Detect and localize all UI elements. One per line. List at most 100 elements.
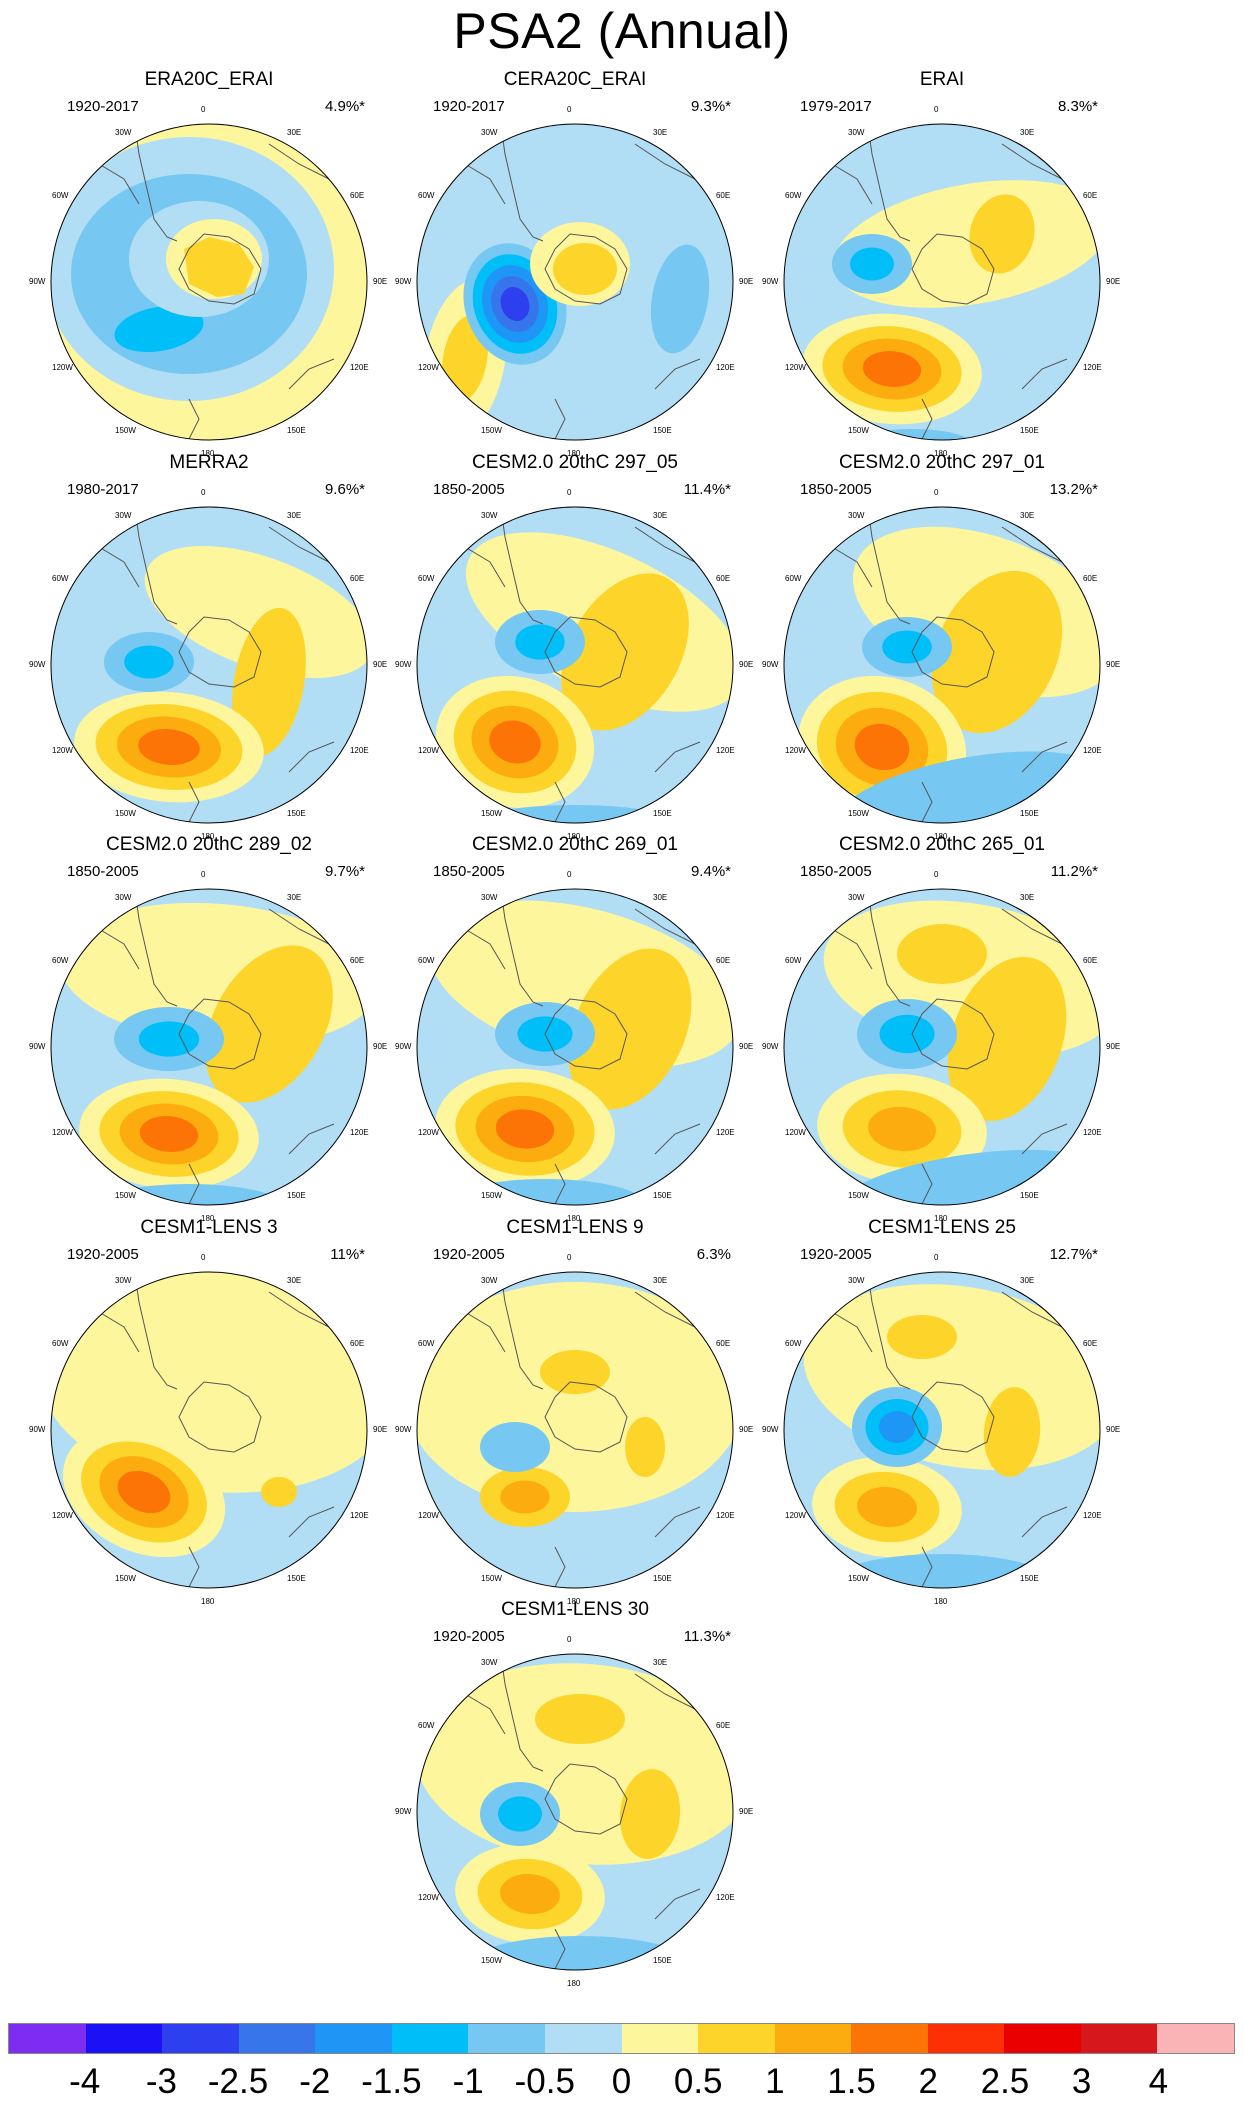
longitude-label: 90E (373, 1042, 388, 1051)
colorbar-tick-label: -0.5 (514, 2062, 575, 2101)
longitude-label: 180 (567, 1597, 581, 1606)
longitude-label: 30E (653, 1276, 668, 1286)
longitude-label: 150E (653, 1190, 672, 1200)
colorbar-swatch (1157, 2024, 1234, 2053)
longitude-label: 30W (115, 128, 132, 138)
longitude-label: 60E (349, 956, 365, 965)
longitude-label: 90W (395, 1042, 412, 1051)
panel-title: ERAI (919, 69, 965, 90)
longitude-label: 60W (418, 1339, 435, 1348)
longitude-label: 150E (653, 808, 672, 818)
colorbar-tick-label: -2 (299, 2062, 331, 2101)
panel-years: 1850-2005 (433, 863, 505, 880)
longitude-label: 60E (1082, 1339, 1098, 1348)
longitude-label: 120E (349, 746, 369, 755)
longitude-label: 120W (418, 1511, 439, 1520)
longitude-label: 0 (201, 105, 206, 114)
longitude-label: 150E (1020, 808, 1039, 818)
map-panel: CESM1-LENS 3 1920-2005 11%* 0 30E 60E 90E 120E 1… (29, 1217, 387, 1606)
longitude-label: 180 (567, 832, 581, 841)
panel-variance-pct: 9.7%* (324, 863, 365, 880)
polar-map (783, 123, 1101, 441)
longitude-label: 60E (1082, 956, 1098, 965)
panel-title: CESM1-LENS 30 (501, 1599, 649, 1620)
colorbar-swatch (238, 2024, 316, 2053)
map-panel: CESM2.0 20thC 269_01 1850-2005 9.4%* 0 30E 60… (395, 834, 753, 1223)
longitude-label: 90W (29, 277, 46, 286)
longitude-label: 30W (481, 1658, 498, 1668)
colorbar-swatch (1004, 2024, 1081, 2053)
longitude-label: 0 (934, 105, 939, 114)
longitude-label: 120W (418, 363, 439, 372)
panel-variance-pct: 6.3% (696, 1246, 731, 1263)
longitude-label: 30E (653, 128, 668, 138)
panel-years: 1850-2005 (800, 481, 872, 498)
longitude-label: 0 (567, 1635, 572, 1644)
longitude-label: 90E (739, 277, 754, 286)
longitude-label: 90W (395, 1425, 412, 1434)
longitude-label: 30E (287, 128, 302, 138)
map-panel: CESM1-LENS 9 1920-2005 6.3% 0 30E 60E 90E 120E 1… (395, 1217, 753, 1606)
longitude-label: 180 (934, 1597, 948, 1606)
longitude-label: 120E (1082, 1128, 1102, 1137)
colorbar-tick-label: -2.5 (207, 2062, 269, 2101)
longitude-label: 120W (52, 1128, 73, 1137)
longitude-label: 30W (481, 1276, 498, 1286)
panel-years: 1920-2017 (67, 98, 139, 115)
longitude-label: 30E (287, 1276, 302, 1286)
panel-years: 1920-2005 (433, 1628, 505, 1645)
map-panel: CESM2.0 20thC 297_05 1850-2005 11.4%* 0 30E 6… (395, 452, 753, 841)
panel-variance-pct: 12.7%* (1049, 1246, 1098, 1263)
longitude-label: 150W (481, 425, 502, 435)
colorbar (8, 2023, 1235, 2054)
longitude-label: 30E (653, 511, 668, 521)
longitude-label: 60E (715, 1339, 731, 1348)
longitude-label: 0 (567, 488, 572, 497)
map-panel: MERRA2 1980-2017 9.6%* 0 30E 60E 90E 120E 150E 18… (29, 452, 387, 841)
panel-variance-pct: 11.3%* (683, 1628, 731, 1645)
longitude-label: 150W (848, 1573, 869, 1583)
longitude-label: 0 (201, 488, 206, 497)
longitude-label: 120E (349, 363, 369, 372)
panel-title: MERRA2 (169, 452, 249, 473)
panel-title: CESM1-LENS 3 (140, 1217, 278, 1238)
longitude-label: 150W (481, 808, 502, 818)
map-panel: CESM2.0 20thC 297_01 1850-2005 13.2%* 0 30E 6… (762, 452, 1120, 841)
longitude-label: 90W (29, 1042, 46, 1051)
longitude-label: 60E (349, 191, 365, 200)
colorbar-tick-label: 1 (765, 2062, 785, 2101)
polar-map (783, 888, 1101, 1206)
panel-variance-pct: 13.2%* (1049, 481, 1098, 498)
longitude-label: 30E (1020, 1276, 1035, 1286)
longitude-label: 90W (762, 660, 779, 669)
longitude-label: 180 (201, 1597, 215, 1606)
colorbar-swatch (851, 2024, 928, 2053)
longitude-label: 120E (349, 1511, 369, 1520)
map-panel: CESM2.0 20thC 265_01 1850-2005 11.2%* 0 30E 6… (762, 834, 1120, 1223)
longitude-label: 120W (52, 1511, 73, 1520)
longitude-label: 90E (739, 1807, 754, 1816)
longitude-label: 180 (201, 1214, 215, 1223)
longitude-label: 30E (1020, 893, 1035, 903)
longitude-label: 0 (567, 870, 572, 879)
longitude-label: 120E (715, 1511, 735, 1520)
polar-map (416, 123, 734, 441)
longitude-label: 150W (848, 1190, 869, 1200)
longitude-label: 150W (115, 808, 136, 818)
colorbar-tick-label: -1.5 (361, 2062, 422, 2101)
panel-title: CESM1-LENS 25 (868, 1217, 1016, 1238)
longitude-label: 60E (715, 956, 731, 965)
panel-variance-pct: 11%* (330, 1246, 365, 1263)
polar-map (416, 888, 734, 1206)
longitude-label: 60E (1082, 191, 1098, 200)
longitude-label: 120E (1082, 1511, 1102, 1520)
longitude-label: 30W (848, 128, 865, 138)
longitude-label: 60E (715, 574, 731, 583)
longitude-label: 0 (201, 870, 206, 879)
longitude-label: 120W (785, 1511, 806, 1520)
panel-years: 1920-2017 (433, 98, 505, 115)
longitude-label: 120W (52, 746, 73, 755)
longitude-label: 60W (418, 191, 435, 200)
panel-years: 1920-2005 (433, 1246, 505, 1263)
longitude-label: 150E (653, 1573, 672, 1583)
